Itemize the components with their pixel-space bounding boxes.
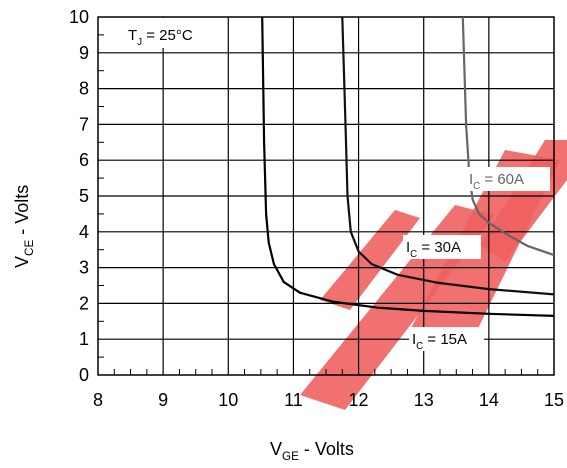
y-tick-label: 7 [79,114,89,134]
y-axis-title: VCE - Volts [12,185,36,268]
axis-titles: VGE - Volts VCE - Volts [12,185,354,463]
series-label-2: IC = 30A [406,239,461,260]
temperature-condition: TJ = 25°C [128,27,193,48]
series-label-1: IC = 15A [412,331,467,352]
y-tick-label: 1 [79,329,89,349]
x-tick-label: 9 [158,390,168,410]
curves [261,16,555,317]
series-label-3: IC = 60A [469,171,524,192]
x-tick-label: 10 [218,390,238,410]
series-label-bg [403,235,481,259]
series-label-bg [466,167,550,191]
x-axis-title: VGE - Volts [270,439,354,463]
x-tick-label: 14 [479,390,499,410]
y-tick-label: 0 [79,365,89,385]
series-line-3 [461,16,555,257]
x-tick-label: 11 [284,390,303,410]
y-tick-label: 4 [79,222,89,242]
watermark-stroke [320,210,420,310]
x-tick-label: 8 [93,390,103,410]
y-tick-label: 6 [79,150,89,170]
grid [98,17,554,375]
y-tick-label: 5 [79,186,89,206]
minor-ticks [98,34,539,375]
series-line-1 [261,16,555,317]
x-tick-label: 13 [414,390,434,410]
x-tick-label: 15 [544,390,564,410]
condition-box [120,18,220,48]
plot-frame [97,16,555,376]
series-label-bg [409,327,484,351]
x-tick-label: 12 [349,390,369,410]
y-tick-label: 9 [79,43,89,63]
y-tick-label: 8 [79,79,89,99]
y-tick-label: 2 [79,293,89,313]
series-line-2 [341,16,555,296]
x-tick-labels: 8 9 10 11 12 13 14 15 [93,390,564,410]
y-tick-label: 3 [79,258,89,278]
y-tick-label: 10 [69,7,89,27]
y-tick-labels: 0 1 2 3 4 5 6 7 8 9 10 [69,7,89,385]
annotations: TJ = 25°C IC = 15A IC = 30A IC = 60A [120,18,550,352]
